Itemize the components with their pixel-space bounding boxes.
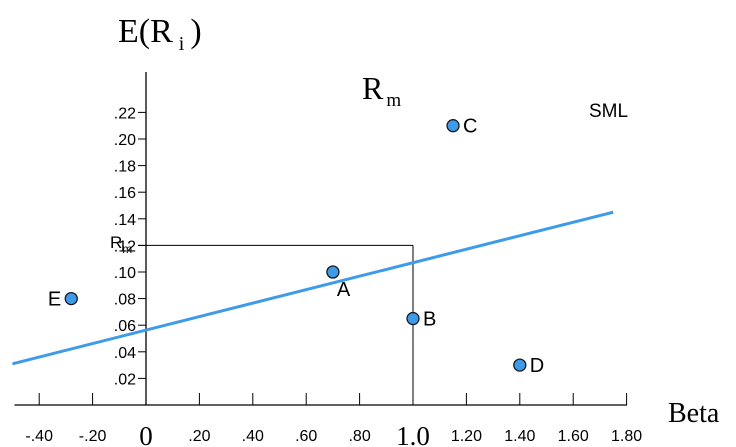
y-tick-label: .04	[114, 345, 136, 362]
y-tick-label: .16	[114, 185, 136, 202]
y-tick-label: .12	[114, 238, 136, 255]
point-label-b: B	[423, 309, 436, 331]
x-tick-label: 0	[139, 421, 153, 447]
point-label-a: A	[337, 279, 351, 301]
x-tick-label: 1.80	[611, 428, 642, 445]
y-axis-label-main: E(R	[118, 13, 173, 50]
x-tick-label: 1.40	[504, 428, 535, 445]
point-d	[513, 358, 527, 372]
sml-line	[12, 210, 614, 366]
y-axis-label: E(R i)	[118, 13, 202, 55]
x-tick-label: 1.20	[451, 428, 482, 445]
rm-tick-label-sub: m	[122, 242, 132, 256]
y-tick-label: .18	[114, 159, 136, 176]
y-tick-label: .20	[114, 132, 136, 149]
rm-tick-label: Rm	[110, 233, 132, 256]
x-tick-label: 1.0	[396, 421, 430, 447]
x-axis-label: Beta	[668, 398, 720, 429]
x-tick-label: .80	[348, 428, 370, 445]
x-tick-label: -.20	[79, 428, 107, 445]
axes	[14, 72, 627, 406]
points: A B C D E	[48, 116, 544, 377]
sml-series	[12, 210, 614, 366]
market-return-label-main: R	[362, 70, 384, 106]
y-ticks: .02 .04 .06 .08 .10 .12 .14 .16 .18 .20 .22	[114, 105, 146, 388]
y-axis-label-close: )	[190, 13, 201, 50]
rm-tick-label-main: R	[110, 233, 122, 252]
y-tick-label: .08	[114, 292, 136, 309]
point-label-c: C	[463, 116, 477, 138]
y-tick-label: .14	[114, 212, 136, 229]
point-e	[64, 291, 78, 306]
y-axis-label-sub: i	[179, 33, 185, 55]
point-a	[326, 265, 340, 279]
market-return-label-sub: m	[386, 90, 401, 111]
x-ticks: -.40 -.20 0 .20 .40 .60 .80 1.0 1.20 1.40 1.60 1.80	[25, 393, 642, 447]
point-label-d: D	[530, 355, 544, 377]
x-tick-label: .20	[188, 428, 210, 445]
market-reference-lines	[146, 244, 414, 405]
point-b	[406, 311, 420, 326]
x-tick-label: .60	[295, 428, 317, 445]
x-tick-label: .40	[242, 428, 264, 445]
y-tick-label: .10	[114, 265, 136, 282]
y-tick-label: .02	[114, 371, 136, 388]
y-tick-label: .06	[114, 318, 136, 335]
sml-label: SML	[589, 101, 628, 122]
x-tick-label: -.40	[25, 428, 53, 445]
y-tick-label: .22	[114, 105, 136, 122]
point-c	[446, 119, 460, 133]
point-label-e: E	[48, 289, 61, 311]
x-tick-label: 1.60	[558, 428, 589, 445]
